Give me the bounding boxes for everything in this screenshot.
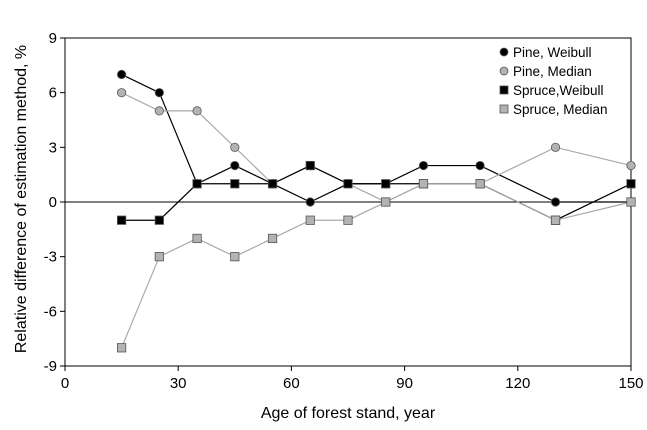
legend-label: Pine, Median bbox=[513, 64, 592, 79]
y-axis-title: Relative difference of estimation method… bbox=[13, 45, 30, 353]
series-line bbox=[121, 73, 631, 203]
data-point bbox=[381, 197, 391, 207]
series-line bbox=[121, 183, 632, 349]
data-point bbox=[305, 160, 315, 171]
data-point bbox=[267, 233, 278, 244]
legend-marker bbox=[499, 66, 509, 76]
series-2 bbox=[117, 160, 636, 225]
data-point bbox=[154, 252, 164, 262]
legend-label: Spruce,Weibull bbox=[513, 83, 604, 98]
series-3 bbox=[117, 179, 636, 353]
data-point bbox=[305, 197, 315, 207]
x-tick-label: 90 bbox=[396, 375, 413, 392]
y-tick-label: -3 bbox=[44, 249, 57, 266]
data-point bbox=[117, 88, 127, 98]
data-point bbox=[192, 106, 202, 116]
legend-label: Spruce, Median bbox=[513, 102, 608, 117]
y-tick-label: 0 bbox=[49, 194, 57, 211]
x-tick-label: 60 bbox=[283, 375, 300, 392]
data-point bbox=[550, 197, 561, 207]
data-point bbox=[626, 179, 636, 189]
data-point bbox=[192, 233, 202, 244]
legend-label: Pine, Weibull bbox=[513, 45, 592, 60]
x-tick-label: 150 bbox=[618, 375, 643, 392]
data-point bbox=[230, 179, 240, 189]
data-point bbox=[626, 197, 636, 207]
x-tick-label: 0 bbox=[61, 375, 69, 392]
data-point bbox=[230, 142, 240, 152]
data-point bbox=[305, 215, 315, 225]
series-line bbox=[121, 164, 632, 221]
y-tick-label: 9 bbox=[49, 30, 57, 47]
data-point bbox=[550, 142, 561, 152]
data-point bbox=[418, 179, 429, 189]
data-point bbox=[230, 160, 240, 171]
data-point bbox=[154, 88, 164, 98]
data-point bbox=[154, 215, 164, 225]
data-point bbox=[381, 179, 391, 189]
data-point bbox=[418, 160, 429, 171]
x-tick-label: 120 bbox=[505, 375, 530, 392]
data-point bbox=[343, 215, 353, 225]
data-point bbox=[117, 69, 127, 80]
data-point bbox=[117, 343, 127, 353]
data-point bbox=[550, 215, 561, 225]
data-point bbox=[475, 160, 485, 171]
data-point bbox=[343, 179, 353, 189]
legend-marker bbox=[499, 104, 509, 114]
data-point bbox=[267, 179, 278, 189]
data-point bbox=[154, 106, 164, 116]
y-tick-label: -9 bbox=[44, 358, 57, 375]
y-tick-label: 6 bbox=[49, 85, 57, 102]
legend-marker bbox=[499, 85, 509, 95]
data-point bbox=[117, 215, 127, 225]
data-point bbox=[192, 179, 202, 189]
data-point bbox=[475, 179, 485, 189]
data-point bbox=[626, 160, 636, 171]
y-tick-label: 3 bbox=[49, 139, 57, 156]
data-point bbox=[230, 252, 240, 262]
y-tick-label: -6 bbox=[44, 303, 57, 320]
x-axis-title: Age of forest stand, year bbox=[261, 405, 436, 422]
x-tick-label: 30 bbox=[170, 375, 187, 392]
legend-marker bbox=[499, 47, 509, 57]
